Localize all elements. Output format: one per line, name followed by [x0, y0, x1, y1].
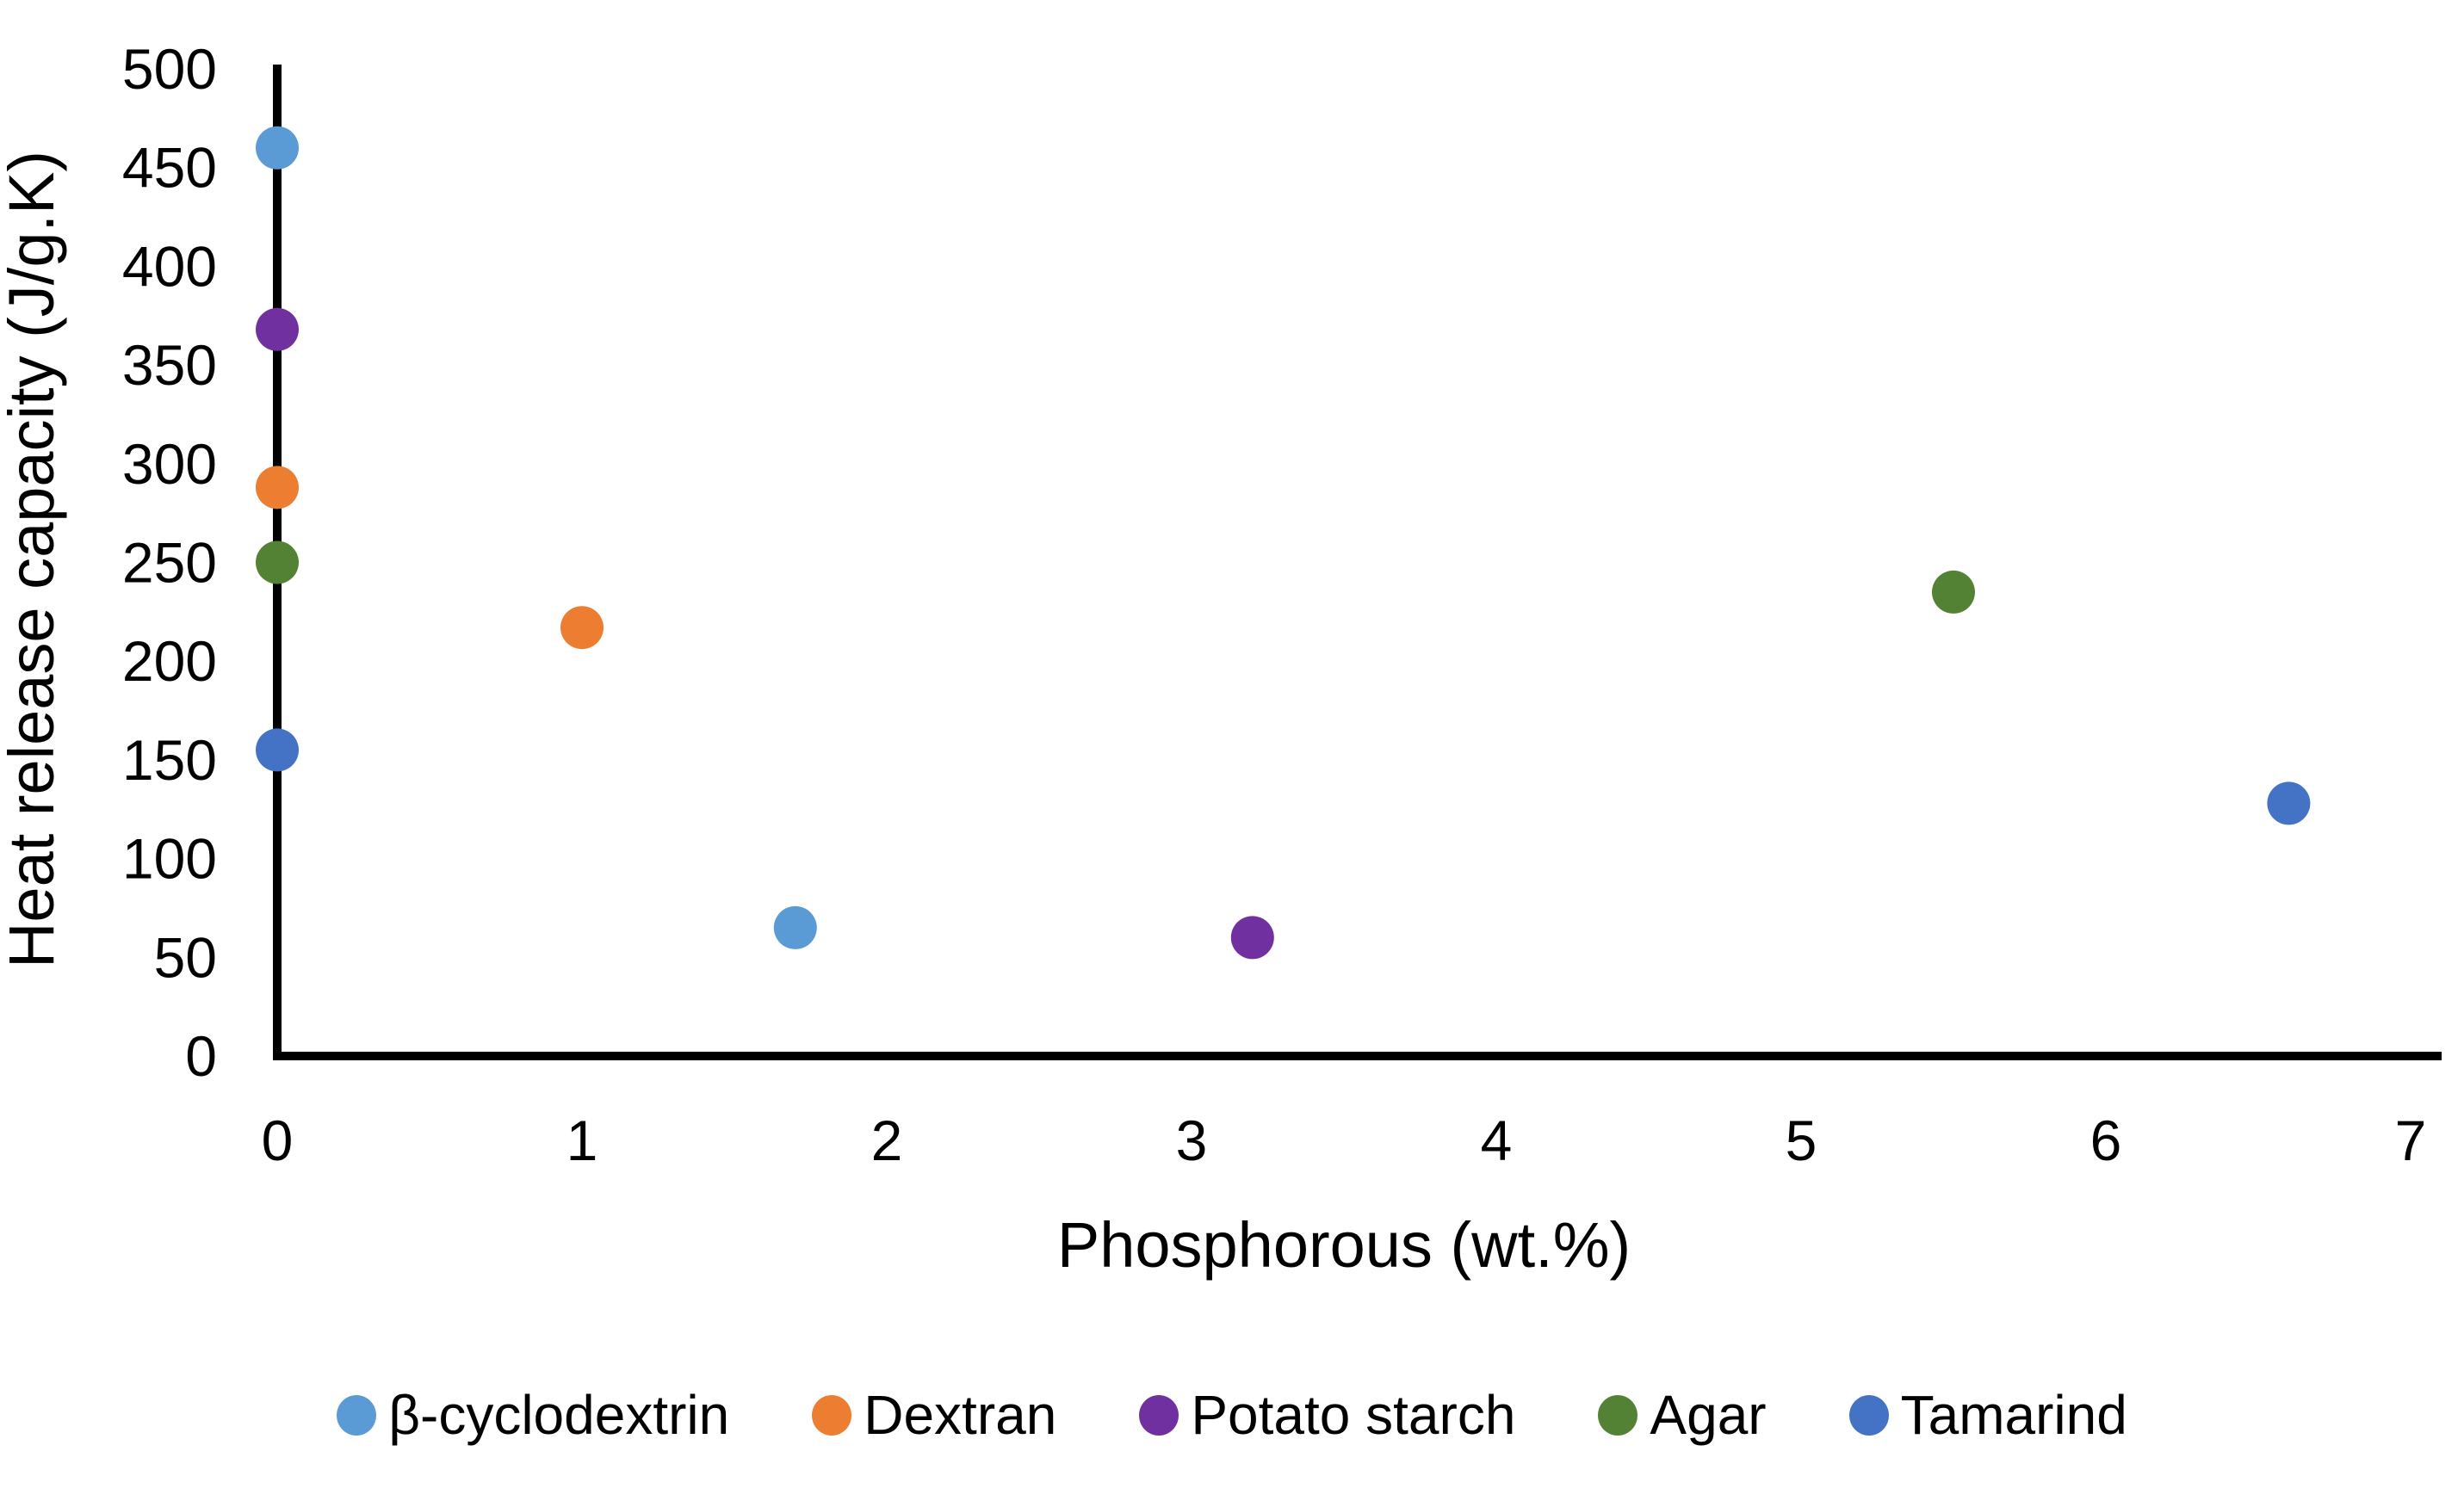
y-tick-label: 250: [122, 531, 217, 595]
legend-label: Agar: [1650, 1384, 1767, 1446]
axes-layer: [273, 65, 2442, 1060]
data-point-tamarind: [256, 728, 299, 772]
data-point--cyclodextrin: [773, 905, 817, 949]
legend-marker-icon: [1139, 1394, 1179, 1436]
legend-item-agar: Agar: [1598, 1384, 1767, 1446]
legend-label: Potato starch: [1191, 1384, 1516, 1446]
legend-label: β-cyclodextrin: [388, 1384, 730, 1446]
x-tick-label: 2: [871, 1109, 903, 1172]
legend-marker-icon: [812, 1394, 852, 1436]
y-tick-label: 350: [122, 333, 217, 397]
chart-legend: β-cyclodextrin Dextran Potato starch Agar Ta…: [0, 1387, 2464, 1442]
y-tick-label: 0: [185, 1024, 217, 1088]
tick-labels-layer: 0 50 100 150 200 250 300 350 400 450 500 0 1 2 3 4 5 6 7: [122, 37, 2426, 1172]
data-point-potato-starch: [1230, 916, 1274, 960]
y-tick-label: 50: [154, 925, 217, 989]
y-tick-label: 300: [122, 432, 217, 496]
legend-marker-icon: [1598, 1394, 1638, 1436]
legend-item--cyclodextrin: β-cyclodextrin: [337, 1387, 729, 1442]
legend-label: Dextran: [864, 1384, 1057, 1446]
x-tick-label: 5: [1786, 1109, 1817, 1172]
x-tick-label: 3: [1176, 1109, 1208, 1172]
legend-label: Tamarind: [1900, 1384, 2127, 1446]
x-tick-label: 0: [262, 1109, 294, 1172]
data-point-agar: [256, 540, 299, 584]
y-tick-label: 450: [122, 136, 217, 200]
y-tick-label: 150: [122, 728, 217, 792]
data-points-layer: [256, 126, 2311, 960]
y-axis-title: Heat release capacity (J/g.K): [0, 151, 67, 968]
data-point-dextran: [560, 606, 604, 650]
y-tick-label: 100: [122, 827, 217, 891]
data-point--cyclodextrin: [256, 126, 299, 170]
legend-item-tamarind: Tamarind: [1848, 1384, 2127, 1446]
data-point-potato-starch: [256, 307, 299, 351]
legend-item-dextran: Dextran: [812, 1387, 1056, 1442]
legend-marker-icon: [1848, 1394, 1889, 1436]
data-point-tamarind: [2267, 781, 2311, 825]
x-tick-label: 7: [2395, 1109, 2427, 1172]
y-tick-label: 200: [122, 629, 217, 693]
x-tick-label: 4: [1481, 1109, 1513, 1172]
legend-marker-icon: [337, 1394, 377, 1436]
legend-item-potato-starch: Potato starch: [1139, 1387, 1515, 1442]
data-point-agar: [1932, 570, 1975, 614]
x-tick-label: 6: [2090, 1109, 2122, 1172]
x-tick-label: 1: [566, 1109, 598, 1172]
x-axis-title: Phosphorous (wt.%): [1057, 1209, 1631, 1281]
y-tick-label: 500: [122, 37, 217, 101]
y-tick-label: 400: [122, 234, 217, 298]
data-point-dextran: [256, 466, 299, 510]
